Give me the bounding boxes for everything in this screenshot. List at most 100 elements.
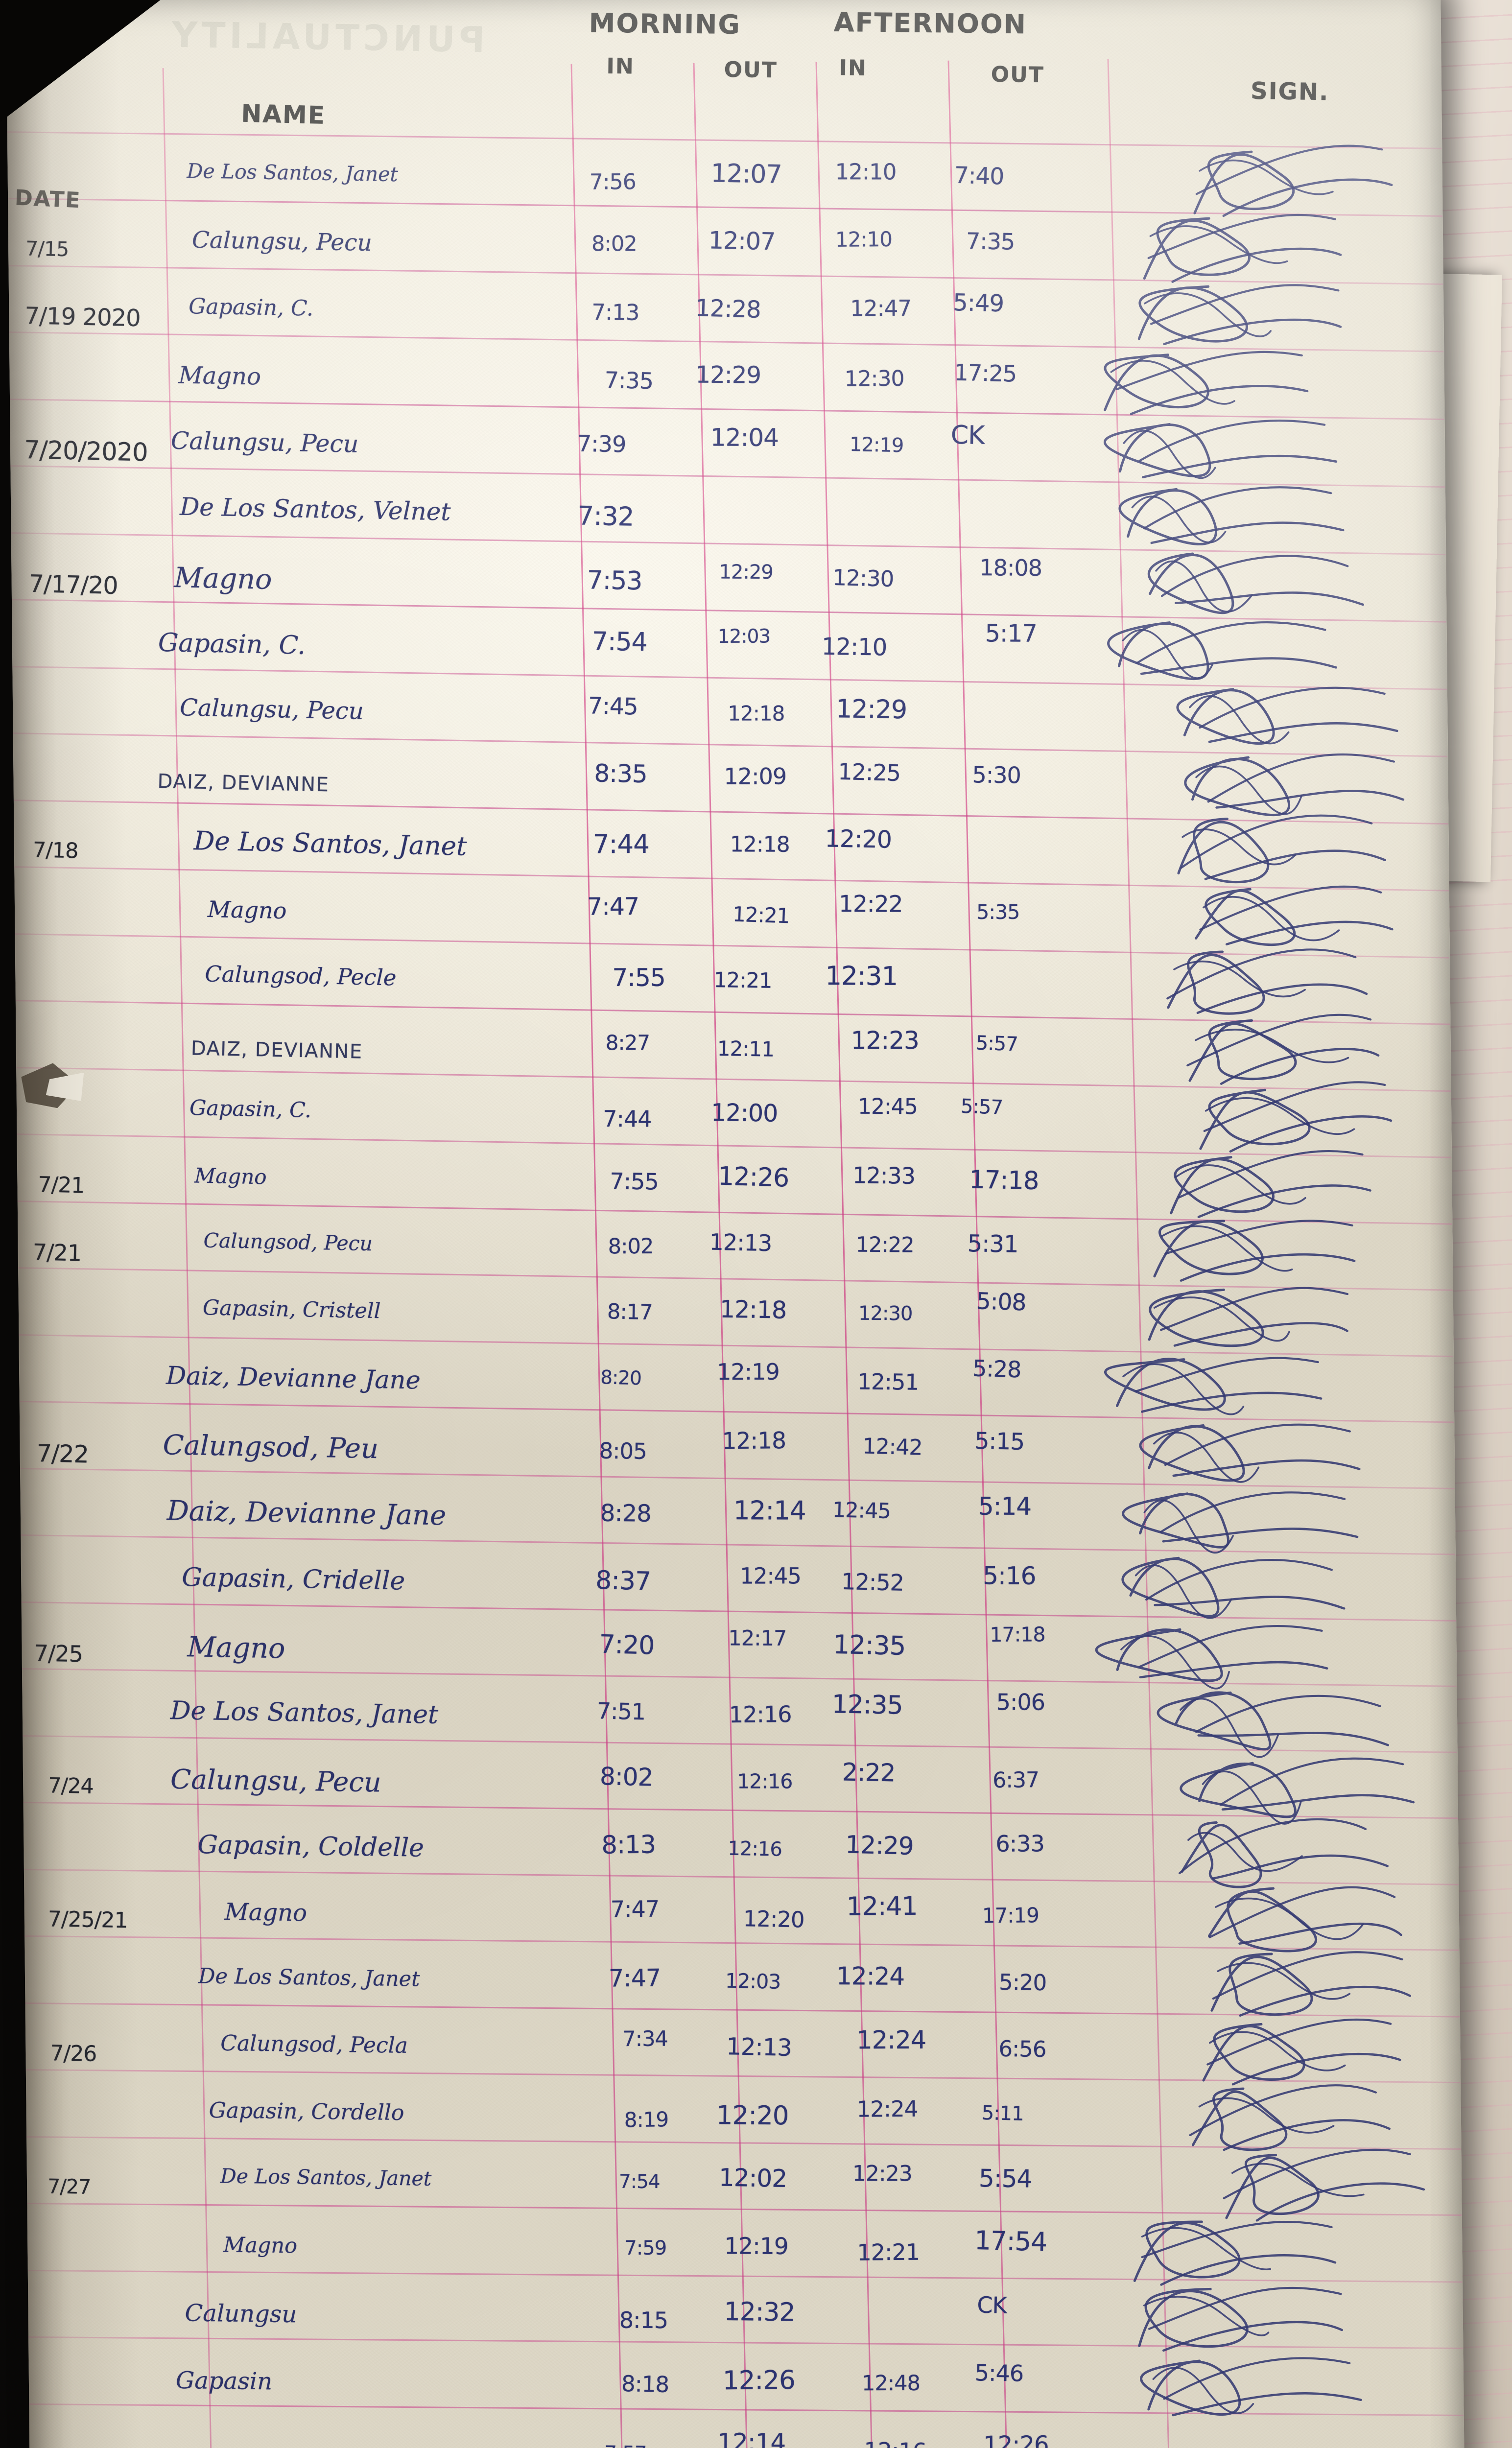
cell-afternoon-in: 12:21: [857, 2238, 920, 2266]
cell-signature: [1107, 601, 1348, 695]
cell-morning-out: 12:18: [719, 1295, 787, 1324]
cell-afternoon-out: 5:15: [974, 1427, 1025, 1456]
cell-afternoon-in: 12:10: [835, 227, 893, 252]
cell-name: Gapasin, C.: [189, 1095, 312, 1123]
cell-date: 7/18: [32, 838, 79, 864]
cell-morning-out: 12:29: [719, 561, 773, 584]
cell-signature: [1189, 1866, 1427, 1968]
cell-afternoon-out: 7:35: [966, 227, 1015, 255]
cell-afternoon-out: CK: [976, 2291, 1007, 2319]
header-afternoon-out: OUT: [991, 62, 1045, 88]
cell-morning-in: 7:55: [610, 1167, 659, 1195]
cell-afternoon-in: 12:42: [862, 1433, 923, 1460]
header-date: DATE: [14, 185, 82, 213]
cell-signature: [1174, 667, 1410, 760]
cell-afternoon-in: 12:51: [857, 1368, 919, 1395]
cell-afternoon-in: 12:47: [850, 295, 912, 322]
cell-date: 7/20/2020: [24, 435, 148, 468]
cell-signature: [1104, 1333, 1344, 1434]
cell-afternoon-in: 12:33: [852, 1161, 916, 1189]
cell-morning-in: 7:39: [577, 430, 626, 458]
cell-morning-in: 8:02: [608, 1234, 654, 1259]
cell-morning-in: 8:18: [621, 2370, 669, 2398]
cell-morning-out: 12:29: [695, 361, 761, 389]
cell-morning-out: 12:00: [710, 1098, 778, 1128]
cell-afternoon-out: 5:06: [996, 1688, 1045, 1716]
cell-morning-out: 12:19: [717, 1358, 780, 1385]
cell-morning-in: 7:44: [592, 829, 649, 860]
cell-name: De Los Santos, Janet: [170, 1695, 439, 1730]
cell-afternoon-out: 5:16: [983, 1561, 1036, 1590]
cell-morning-out: 12:17: [728, 1626, 787, 1651]
cell-afternoon-out: 5:57: [975, 1031, 1018, 1056]
cell-morning-out: 12:21: [713, 967, 772, 993]
cell-afternoon-in: 12:52: [841, 1568, 904, 1596]
cell-morning-in: 7:47: [610, 1895, 660, 1923]
cell-signature: [1095, 1602, 1346, 1698]
cell-morning-out: 12:32: [724, 2297, 795, 2328]
cell-afternoon-out: 17:18: [990, 1623, 1045, 1647]
cell-date: 7/27: [47, 2174, 91, 2199]
cell-afternoon-in: 12:31: [825, 961, 898, 991]
cell-afternoon-in: 12:30: [858, 1302, 913, 1325]
cell-morning-in: 7:44: [603, 1105, 652, 1132]
cell-signature: [1175, 127, 1414, 232]
cell-morning-in: 8:02: [599, 1762, 654, 1792]
cell-afternoon-in: 12:24: [856, 2095, 918, 2122]
cell-morning-out: 12:14: [733, 1496, 806, 1526]
cell-signature: [1120, 1534, 1357, 1632]
cell-afternoon-in: 12:22: [838, 890, 903, 918]
handwritten-ink-layer: PUNCTUALITY MORNING AFTERNOON IN OUT IN OUT SIG…: [6, 0, 1466, 2448]
cell-afternoon-in: 12:24: [836, 1961, 905, 1991]
cell-afternoon-out: 6:33: [995, 1830, 1044, 1857]
cell-name: Daiz, Devianne Jane: [165, 1361, 421, 1395]
cell-morning-out: 12:03: [725, 1969, 781, 1994]
cell-morning-in: 8:28: [600, 1499, 652, 1528]
cell-date: 7/15: [25, 236, 69, 261]
cell-afternoon-in: 12:35: [831, 1689, 903, 1720]
cell-morning-in: 7:53: [587, 565, 642, 596]
cell-afternoon-out: 12:26: [983, 2431, 1049, 2448]
cell-signature: [1121, 2201, 1359, 2302]
cell-name: DAIZ, DEVIANNE: [157, 770, 330, 796]
cell-date: 7/24: [47, 1773, 94, 1799]
cell-signature: [1130, 2271, 1365, 2365]
header-afternoon: AFTERNOON: [833, 6, 1027, 40]
cell-date: 7/19 2020: [24, 302, 141, 332]
cell-morning-in: 7:35: [604, 366, 654, 394]
cell-morning-in: 7:57: [604, 2442, 646, 2448]
cell-afternoon-out: 5:14: [978, 1492, 1032, 1521]
cell-morning-out: 12:28: [695, 294, 761, 324]
cell-morning-in: 8:27: [605, 1030, 650, 1055]
cell-afternoon-out: 17:54: [974, 2225, 1047, 2257]
cell-morning-in: 7:13: [591, 299, 639, 326]
cell-morning-in: 8:17: [607, 1299, 653, 1325]
cell-date: 7/21: [37, 1172, 85, 1198]
cell-name: De Los Santos, Janet: [198, 1963, 420, 1992]
cell-afternoon-out: 6:37: [992, 1767, 1040, 1793]
cell-morning-in: 7:54: [591, 626, 648, 657]
cell-afternoon-out: 5:46: [974, 2359, 1024, 2387]
cell-afternoon-out: CK: [950, 420, 985, 451]
header-morning-in: IN: [606, 53, 635, 79]
cell-name: Magno: [173, 562, 273, 596]
cell-morning-out: 12:20: [743, 1906, 805, 1933]
cell-signature: [1128, 198, 1365, 295]
cell-name: Calungsu: [185, 2299, 297, 2329]
cell-name: Magno: [194, 1163, 267, 1189]
cell-afternoon-out: 5:35: [976, 900, 1020, 924]
cell-morning-in: 8:05: [599, 1437, 647, 1464]
cell-morning-out: 12:18: [730, 832, 790, 857]
cell-morning-in: 7:55: [612, 963, 665, 992]
cell-morning-in: 7:51: [596, 1697, 646, 1725]
cell-morning-out: 12:04: [710, 423, 779, 452]
cell-name: Calungsod, Pecla: [220, 2030, 408, 2058]
cell-afternoon-in: 12:20: [825, 824, 892, 854]
cell-name: Gapasin, C.: [158, 628, 306, 660]
cell-signature: [1154, 1130, 1393, 1233]
cell-signature: [1092, 332, 1328, 428]
cell-name: Gapasin: [175, 2366, 273, 2395]
cell-name: De Los Santos, Janet: [193, 826, 468, 862]
cell-name: Gapasin, C.: [188, 294, 314, 321]
